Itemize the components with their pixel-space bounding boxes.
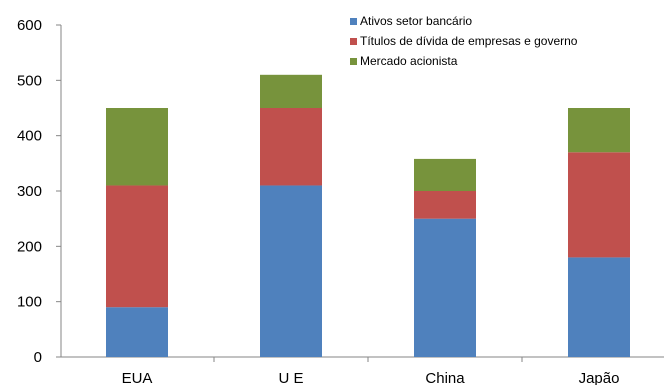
legend-label: Títulos de dívida de empresas e governo [360,34,578,48]
y-tick-label: 200 [17,238,42,255]
bar-segment [260,74,322,108]
bar-segment [414,191,476,219]
y-tick-label: 0 [34,349,42,366]
y-tick-label: 100 [17,294,42,311]
x-category-label: China [425,370,465,385]
bar-segment [106,185,168,308]
bar-segment [260,185,322,357]
bar-segment [568,108,630,153]
bar-segment [414,158,476,191]
bars [106,74,630,357]
bar-segment [106,307,168,357]
bar-segment [106,108,168,186]
bar-segment [568,152,630,258]
x-category-label: U E [278,370,303,385]
x-category-label: EUA [122,370,153,385]
x-category-label: Japão [579,370,620,385]
bar-segment [260,108,322,186]
bar-segment [568,257,630,357]
legend-swatch [350,58,357,65]
y-tick-labels: 0 100 200 300 400 500 600 [17,17,42,366]
x-category-labels: EUA U E China Japão [122,370,620,385]
legend-swatch [350,38,357,45]
y-tick-label: 600 [17,17,42,34]
legend: Ativos setor bancário Títulos de dívida d… [350,14,578,68]
y-tick-label: 400 [17,128,42,145]
y-tick-label: 500 [17,72,42,89]
legend-swatch [350,18,357,25]
legend-label: Ativos setor bancário [360,14,472,28]
legend-label: Mercado acionista [360,54,458,68]
y-tick-label: 300 [17,183,42,200]
bar-segment [414,218,476,357]
